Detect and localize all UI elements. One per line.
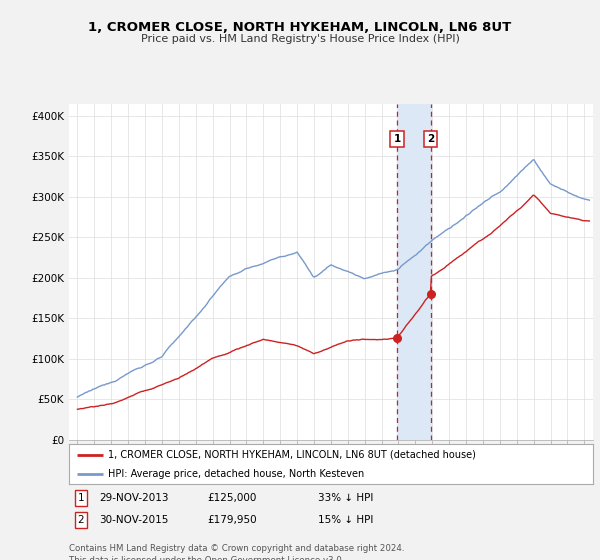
Bar [397, 104, 431, 440]
Text: 29-NOV-2013: 29-NOV-2013 [99, 493, 169, 503]
Text: 1, CROMER CLOSE, NORTH HYKEHAM, LINCOLN, LN6 8UT: 1, CROMER CLOSE, NORTH HYKEHAM, LINCOLN,… [88, 21, 512, 34]
Text: 2: 2 [77, 515, 85, 525]
Text: HPI: Average price, detached house, North Kesteven: HPI: Average price, detached house, Nort… [108, 469, 365, 479]
Text: 30-NOV-2015: 30-NOV-2015 [99, 515, 169, 525]
Text: £179,950: £179,950 [207, 515, 257, 525]
Text: Contains HM Land Registry data © Crown copyright and database right 2024.
This d: Contains HM Land Registry data © Crown c… [69, 544, 404, 560]
Text: 1, CROMER CLOSE, NORTH HYKEHAM, LINCOLN, LN6 8UT (detached house): 1, CROMER CLOSE, NORTH HYKEHAM, LINCOLN,… [108, 450, 476, 460]
Text: Price paid vs. HM Land Registry's House Price Index (HPI): Price paid vs. HM Land Registry's House … [140, 34, 460, 44]
Text: 15% ↓ HPI: 15% ↓ HPI [318, 515, 373, 525]
Text: 1: 1 [394, 134, 401, 144]
Text: 1: 1 [77, 493, 85, 503]
Text: 33% ↓ HPI: 33% ↓ HPI [318, 493, 373, 503]
Text: 2: 2 [427, 134, 434, 144]
Text: £125,000: £125,000 [207, 493, 256, 503]
